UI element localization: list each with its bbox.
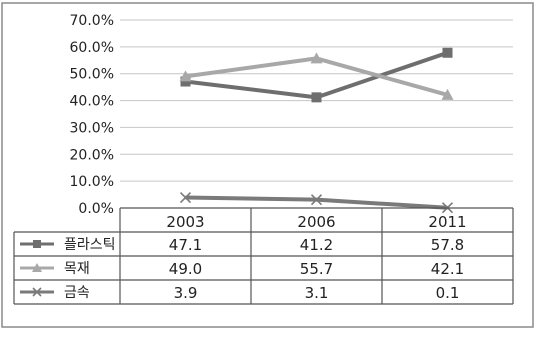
y-tick-label: 70.0% (70, 13, 114, 29)
series-lines (179, 47, 454, 214)
data-label: 41.2 (300, 236, 333, 254)
data-label: 55.7 (300, 260, 333, 278)
data-point-marker (310, 52, 323, 64)
y-tick-label: 40.0% (70, 94, 114, 110)
x-tick-label: 2006 (297, 213, 335, 231)
y-tick-label: 20.0% (70, 147, 114, 163)
x-tick-label: 2003 (166, 213, 204, 231)
y-tick-label: 0.0% (78, 201, 114, 217)
data-point-marker (32, 287, 42, 297)
data-label: 0.1 (436, 284, 460, 302)
legend-label: 금속 (64, 285, 90, 301)
data-label: 47.1 (169, 236, 202, 254)
data-label: 3.9 (174, 284, 198, 302)
y-tick-label: 10.0% (70, 174, 114, 190)
data-label: 3.1 (305, 284, 329, 302)
x-tick-label: 2011 (428, 213, 466, 231)
data-point-marker (441, 88, 454, 100)
data-point-marker (310, 194, 323, 206)
data-point-marker (32, 263, 42, 272)
data-table: 2003 2006 2011 플라스틱 47.1 41.2 57.8 목재 49.0 55.7 42… (13, 207, 514, 305)
legend-label: 목재 (64, 261, 90, 277)
data-point-marker (33, 240, 41, 248)
data-point-marker (179, 191, 192, 204)
data-label: 49.0 (169, 260, 202, 278)
data-point-marker (179, 70, 192, 82)
data-label: 42.1 (431, 260, 464, 278)
y-tick-label: 30.0% (70, 120, 114, 136)
y-axis-ticks: 0.0% 10.0% 20.0% 30.0% 40.0% 50.0% 60.0% 70.0% (70, 13, 114, 217)
data-point-marker (442, 47, 453, 58)
y-tick-label: 60.0% (70, 40, 114, 56)
data-label: 57.8 (431, 236, 464, 254)
data-point-marker (311, 92, 322, 103)
data-point-marker (180, 76, 191, 87)
legend-label: 플라스틱 (64, 237, 116, 253)
y-tick-label: 50.0% (70, 67, 114, 83)
